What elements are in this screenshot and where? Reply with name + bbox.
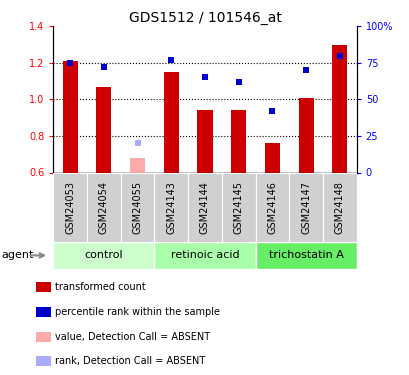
- Text: percentile rank within the sample: percentile rank within the sample: [55, 307, 220, 317]
- Text: GSM24145: GSM24145: [233, 181, 243, 234]
- Bar: [96, 87, 111, 172]
- Bar: [188, 172, 221, 242]
- Bar: [264, 143, 279, 172]
- Text: rank, Detection Call = ABSENT: rank, Detection Call = ABSENT: [55, 356, 205, 366]
- Bar: [221, 172, 255, 242]
- Text: agent: agent: [1, 251, 34, 260]
- Text: retinoic acid: retinoic acid: [170, 251, 239, 260]
- Bar: [53, 242, 154, 269]
- Text: GSM24054: GSM24054: [99, 181, 109, 234]
- Bar: [255, 172, 289, 242]
- Text: transformed count: transformed count: [55, 282, 146, 292]
- Bar: [36, 332, 50, 342]
- Text: GSM24053: GSM24053: [65, 181, 75, 234]
- Text: GSM24148: GSM24148: [334, 181, 344, 234]
- Text: GSM24146: GSM24146: [267, 181, 277, 234]
- Bar: [331, 45, 346, 172]
- Bar: [63, 61, 78, 172]
- Bar: [197, 110, 212, 172]
- Bar: [36, 282, 50, 292]
- Text: GSM24143: GSM24143: [166, 181, 176, 234]
- Bar: [53, 172, 87, 242]
- Bar: [120, 172, 154, 242]
- Bar: [163, 72, 178, 172]
- Bar: [154, 172, 188, 242]
- Bar: [130, 158, 145, 172]
- Bar: [36, 357, 50, 366]
- Text: GSM24147: GSM24147: [300, 181, 310, 234]
- Text: control: control: [84, 251, 123, 260]
- Text: GSM24144: GSM24144: [200, 181, 209, 234]
- Bar: [289, 172, 322, 242]
- Text: value, Detection Call = ABSENT: value, Detection Call = ABSENT: [55, 332, 210, 342]
- Text: trichostatin A: trichostatin A: [268, 251, 343, 260]
- Title: GDS1512 / 101546_at: GDS1512 / 101546_at: [128, 11, 281, 25]
- Bar: [87, 172, 120, 242]
- Text: GSM24055: GSM24055: [132, 181, 142, 234]
- Bar: [154, 242, 255, 269]
- Bar: [255, 242, 356, 269]
- Bar: [36, 307, 50, 317]
- Bar: [322, 172, 356, 242]
- Bar: [231, 110, 246, 172]
- Bar: [298, 98, 313, 172]
